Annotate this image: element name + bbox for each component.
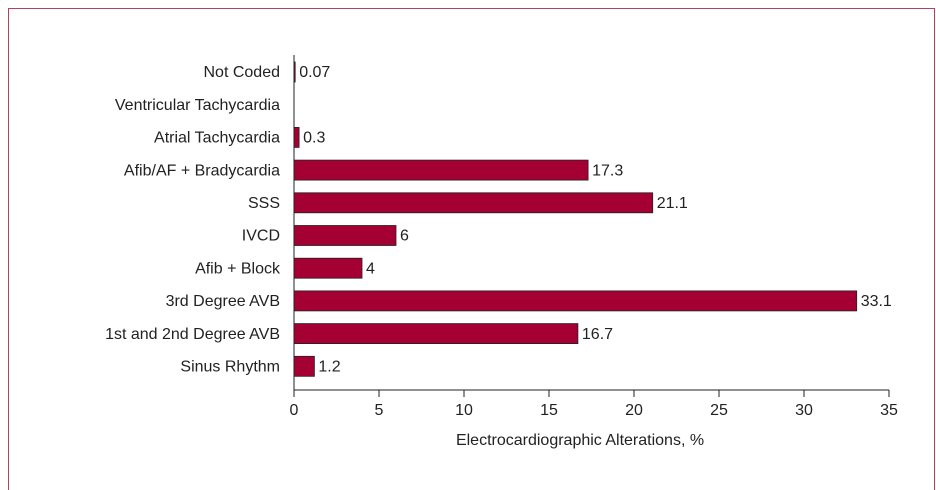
bar	[293, 355, 315, 377]
y-tick-label: SSS	[248, 195, 280, 212]
value-label: 16.7	[582, 326, 613, 343]
x-tick-label: 15	[540, 402, 558, 419]
value-label: 4	[366, 260, 375, 277]
x-tick-label: 10	[455, 402, 473, 419]
bar	[293, 323, 579, 345]
y-tick-label: Atrial Tachycardia	[154, 130, 280, 147]
y-tick-label: Afib + Block	[195, 260, 281, 277]
frame	[8, 8, 935, 490]
bar	[293, 159, 589, 181]
y-tick-label: 3rd Degree AVB	[166, 293, 280, 310]
value-label: 0.07	[299, 64, 330, 81]
y-tick-label: 1st and 2nd Degree AVB	[105, 326, 280, 343]
bar	[293, 192, 654, 214]
y-tick-label: IVCD	[242, 228, 280, 245]
x-tick-label: 5	[375, 402, 384, 419]
y-tick-label: Ventricular Tachycardia	[115, 97, 280, 114]
y-tick-label: Afib/AF + Bradycardia	[124, 162, 280, 179]
x-tick-label: 30	[795, 402, 813, 419]
x-tick-label: 35	[880, 402, 898, 419]
bar	[293, 225, 397, 246]
value-label: 1.2	[318, 359, 340, 376]
y-tick-label: Sinus Rhythm	[180, 359, 280, 376]
value-label: 0.3	[303, 130, 325, 147]
value-label: 21.1	[657, 195, 688, 212]
x-tick-label: 25	[710, 402, 728, 419]
y-tick-label: Not Coded	[204, 64, 281, 81]
x-axis-label: Electrocardiographic Alterations, %	[456, 432, 704, 449]
value-label: 33.1	[861, 293, 892, 310]
bar	[293, 290, 858, 312]
x-tick-label: 0	[290, 402, 299, 419]
value-label: 6	[400, 228, 409, 245]
bar	[293, 127, 300, 148]
bar	[293, 61, 296, 83]
value-label: 17.3	[592, 162, 623, 179]
x-tick-label: 20	[625, 402, 643, 419]
bar	[293, 257, 363, 279]
